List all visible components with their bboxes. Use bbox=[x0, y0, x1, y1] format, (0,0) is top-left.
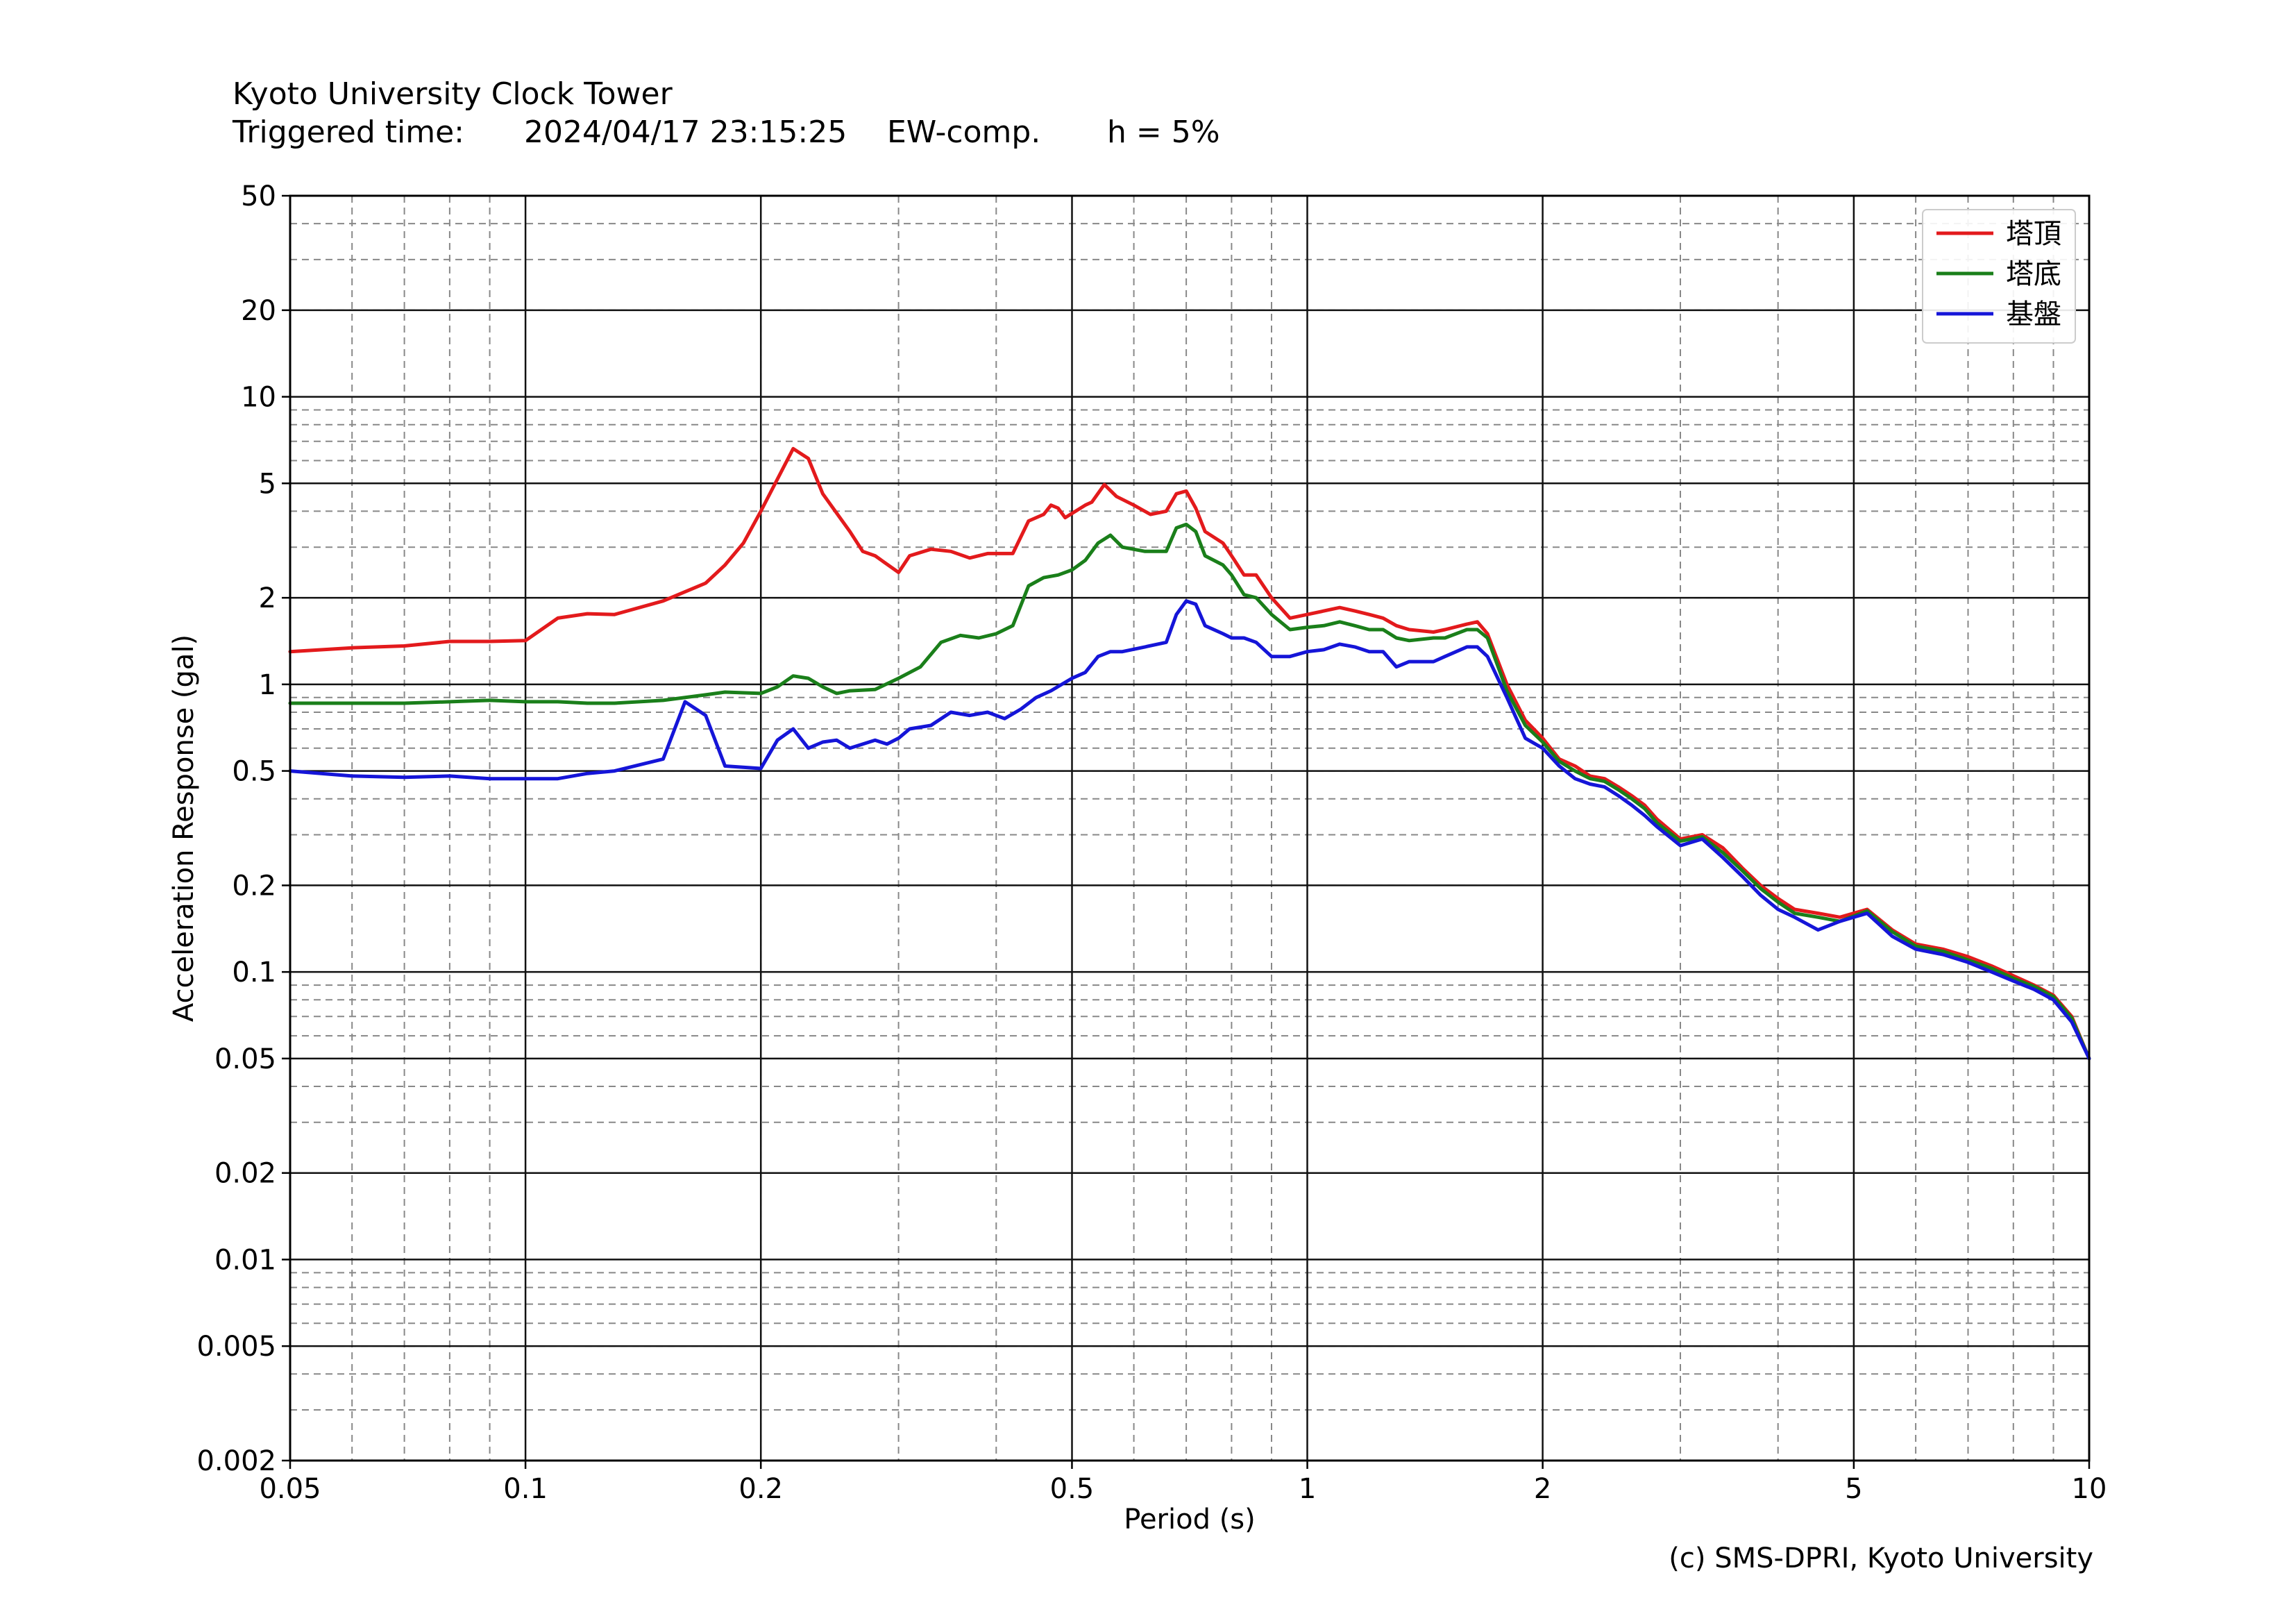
triggered-time: 2024/04/17 23:15:25 bbox=[524, 115, 847, 150]
y-tick-label: 0.2 bbox=[232, 870, 276, 902]
legend-box bbox=[1922, 209, 2076, 344]
copyright-text: (c) SMS-DPRI, Kyoto University bbox=[1669, 1542, 2093, 1574]
y-axis: 0.002 0.005 0.01 0.02 0.05 0.1 0.2 0.5 1 2 5 10 20 50 bbox=[196, 180, 290, 1477]
legend-label: 塔底 bbox=[2006, 258, 2061, 290]
component-label: EW-comp. bbox=[887, 115, 1041, 150]
legend-label: 塔頂 bbox=[2006, 218, 2061, 250]
y-tick-label: 10 bbox=[241, 382, 276, 414]
series-line-3 bbox=[288, 599, 2091, 1061]
y-tick-label: 5 bbox=[259, 468, 276, 500]
y-tick-label: 0.01 bbox=[214, 1244, 276, 1276]
y-tick-label: 2 bbox=[259, 582, 276, 614]
y-axis-label: Acceleration Response (gal) bbox=[168, 634, 200, 1022]
plot-frame bbox=[289, 194, 2091, 1462]
y-tick-label: 0.05 bbox=[214, 1043, 276, 1075]
chart-subtitle: Triggered time: 2024/04/17 23:15:25 EW-c… bbox=[233, 115, 1220, 292]
triggered-label: Triggered time: bbox=[233, 115, 464, 150]
minor-grid bbox=[290, 196, 2089, 1461]
x-tick-label: 5 bbox=[1845, 1473, 1862, 1505]
y-tick-label: 0.02 bbox=[214, 1158, 276, 1190]
x-tick-label: 1 bbox=[1299, 1473, 1316, 1505]
x-tick-label: 0.2 bbox=[738, 1473, 783, 1505]
x-axis-label: Period (s) bbox=[1124, 1504, 1256, 1536]
x-tick-label: 0.05 bbox=[259, 1473, 321, 1505]
x-axis: 0.05 0.1 0.2 0.5 1 2 5 10 bbox=[259, 1461, 2107, 1505]
x-tick-label: 10 bbox=[2072, 1473, 2107, 1505]
x-tick-label: 0.1 bbox=[503, 1473, 548, 1505]
x-tick-label: 0.5 bbox=[1050, 1473, 1095, 1505]
chart-title: Kyoto University Clock Tower bbox=[233, 76, 673, 112]
y-tick-label: 0.1 bbox=[232, 957, 276, 989]
y-tick-label: 20 bbox=[241, 295, 276, 327]
x-tick-label: 2 bbox=[1534, 1473, 1551, 1505]
damping-label: h = 5% bbox=[1107, 115, 1220, 150]
y-tick-label: 0.005 bbox=[196, 1331, 276, 1363]
major-grid bbox=[289, 194, 2091, 1462]
y-tick-label: 0.5 bbox=[232, 756, 276, 788]
y-tick-label: 0.002 bbox=[196, 1445, 276, 1477]
y-tick-label: 50 bbox=[241, 180, 276, 212]
series-line-2 bbox=[288, 522, 2091, 1061]
legend-label: 基盤 bbox=[2006, 298, 2061, 330]
series-line-1 bbox=[288, 446, 2091, 1061]
series-layer bbox=[288, 446, 2091, 1061]
y-tick-label: 1 bbox=[259, 669, 276, 701]
